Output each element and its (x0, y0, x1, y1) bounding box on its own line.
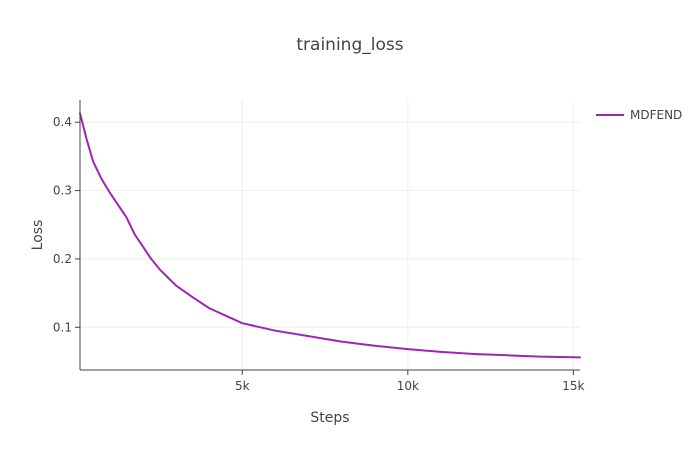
legend: MDFEND (596, 108, 682, 122)
x-axis-title: Steps (310, 410, 349, 426)
legend-label: MDFEND (630, 108, 682, 122)
chart-title: training_loss (296, 35, 403, 55)
x-tick-label: 10k (397, 379, 419, 393)
y-tick-label: 0.1 (53, 320, 72, 334)
series-line-mdfend (79, 112, 581, 359)
y-ticks: 0.1 0.2 0.3 0.4 (53, 115, 80, 334)
y-tick-label: 0.2 (53, 252, 72, 266)
series-layer (79, 112, 581, 359)
grid (80, 100, 580, 370)
y-tick-label: 0.4 (53, 115, 72, 129)
x-tick-label: 5k (235, 379, 250, 393)
y-tick-label: 0.3 (53, 184, 72, 198)
y-axis-title: Loss (30, 220, 46, 251)
x-ticks: 5k 10k 15k (235, 370, 585, 393)
x-tick-label: 15k (562, 379, 584, 393)
